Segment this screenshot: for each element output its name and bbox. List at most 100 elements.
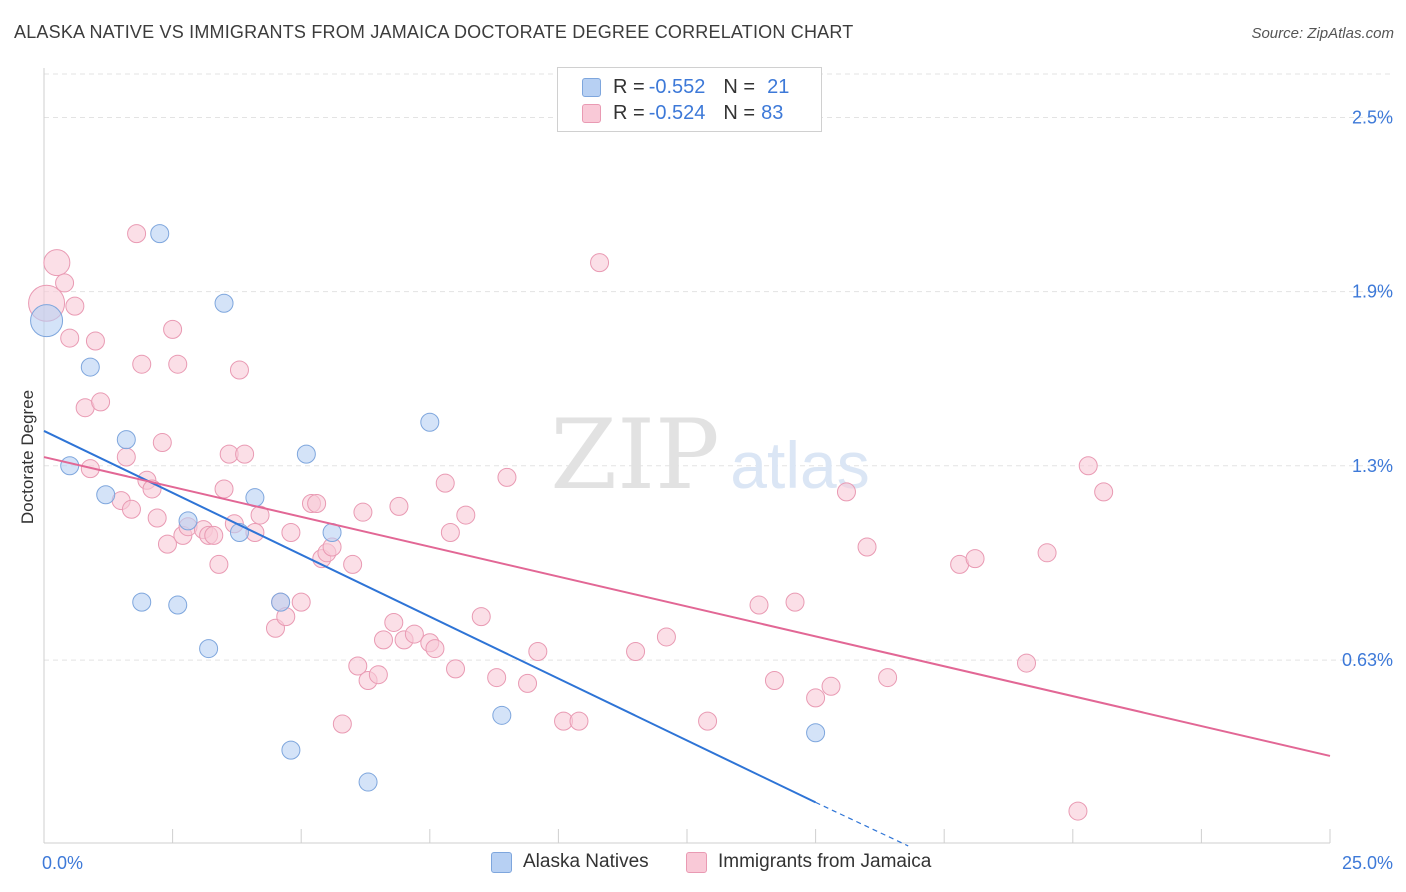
- axes: [43, 68, 1331, 844]
- data-point: [528, 641, 548, 661]
- data-point: [446, 659, 466, 679]
- data-point: [389, 496, 409, 516]
- data-point: [80, 357, 100, 377]
- data-point: [250, 505, 270, 525]
- correlation-legend: R = -0.552 N = 21 R = -0.524 N = 83: [557, 67, 822, 132]
- watermark-zip: ZIP: [550, 399, 719, 511]
- x-tick-label: 25.0%: [1342, 853, 1393, 873]
- source-label: Source: ZipAtlas.com: [1251, 25, 1394, 42]
- data-point: [127, 224, 147, 244]
- data-point: [132, 354, 152, 374]
- data-point: [229, 522, 249, 542]
- legend-r-value: -0.552: [648, 75, 706, 98]
- legend-swatch-pink: [582, 103, 601, 123]
- data-point: [698, 711, 718, 731]
- data-point: [163, 319, 183, 339]
- legend-swatch-pink: [686, 851, 707, 873]
- data-point: [965, 549, 985, 569]
- data-point: [116, 430, 136, 450]
- trend-line: [43, 456, 1331, 757]
- data-point: [1068, 801, 1088, 821]
- data-point: [806, 723, 826, 743]
- data-point: [358, 772, 378, 792]
- legend-swatch-blue: [491, 851, 512, 873]
- data-point: [1037, 543, 1057, 563]
- data-point: [150, 224, 170, 244]
- legend-row-immigrants-from-jamaica: R = -0.524 N = 83: [582, 101, 783, 125]
- data-point: [157, 534, 177, 554]
- data-point: [332, 714, 352, 734]
- legend-n-value: 83: [761, 101, 784, 124]
- chart-title: ALASKA NATIVE VS IMMIGRANTS FROM JAMAICA…: [14, 22, 854, 42]
- data-point: [204, 525, 224, 545]
- y-tick-label: 0.63%: [1342, 650, 1393, 670]
- series-alaska-natives: [30, 224, 826, 792]
- data-point: [569, 711, 589, 731]
- data-point: [487, 668, 507, 688]
- data-point: [91, 392, 111, 412]
- y-tick-label: 1.9%: [1352, 282, 1393, 302]
- data-point: [85, 331, 105, 351]
- data-point: [55, 273, 75, 293]
- data-point: [440, 522, 460, 542]
- series-legend: Alaska Natives Immigrants from Jamaica: [0, 851, 1406, 877]
- data-point: [60, 328, 80, 348]
- legend-r-value: -0.524: [648, 101, 706, 124]
- data-point: [590, 253, 610, 273]
- data-point: [168, 354, 188, 374]
- data-point: [60, 456, 80, 476]
- y-tick-label: 1.3%: [1352, 456, 1393, 476]
- data-point: [271, 592, 291, 612]
- trend-line: [43, 430, 817, 804]
- data-point: [353, 502, 373, 522]
- legend-n-label: N =: [723, 101, 756, 124]
- data-point: [147, 508, 167, 528]
- data-point: [43, 249, 71, 277]
- legend-row-alaska-natives: R = -0.552 N = 21: [582, 75, 789, 99]
- data-point: [235, 444, 255, 464]
- data-point: [404, 624, 424, 644]
- y-tick-label: 2.5%: [1352, 108, 1393, 128]
- data-point: [518, 673, 538, 693]
- data-point: [307, 493, 327, 513]
- data-point: [168, 595, 188, 615]
- legend-swatch-blue: [582, 77, 601, 97]
- data-point: [836, 482, 856, 502]
- data-point: [878, 668, 898, 688]
- data-point: [214, 293, 234, 313]
- data-point: [471, 607, 491, 627]
- data-point: [374, 630, 394, 650]
- x-tick-label: 0.0%: [42, 853, 83, 873]
- data-point: [656, 627, 676, 647]
- tick-labels: 0.63% 1.3% 1.9% 2.5% 0.0% 25.0%: [42, 108, 1393, 873]
- data-point: [384, 612, 404, 632]
- data-point: [749, 595, 769, 615]
- data-point: [764, 670, 784, 690]
- data-point: [296, 444, 316, 464]
- data-point: [348, 656, 368, 676]
- data-point: [806, 688, 826, 708]
- data-point: [178, 511, 198, 531]
- data-point: [209, 554, 229, 574]
- data-point: [281, 740, 301, 760]
- data-point: [857, 537, 877, 557]
- legend-label-alaska-natives: Alaska Natives: [523, 851, 649, 872]
- data-point: [497, 467, 517, 487]
- trend-lines: [43, 430, 1331, 847]
- y-axis-label: Doctorate Degree: [18, 390, 37, 524]
- data-point: [132, 592, 152, 612]
- data-point: [785, 592, 805, 612]
- legend-r-label: R =: [613, 75, 645, 98]
- legend-label-immigrants-from-jamaica: Immigrants from Jamaica: [718, 851, 932, 872]
- data-point: [626, 641, 646, 661]
- data-point: [291, 592, 311, 612]
- data-point: [96, 485, 116, 505]
- data-point: [343, 554, 363, 574]
- legend-item-alaska-natives: Alaska Natives: [491, 851, 649, 873]
- series-immigrants-from-jamaica: [28, 224, 1114, 821]
- data-point: [199, 639, 219, 659]
- data-point: [456, 505, 476, 525]
- data-point: [214, 479, 234, 499]
- data-point: [65, 296, 85, 316]
